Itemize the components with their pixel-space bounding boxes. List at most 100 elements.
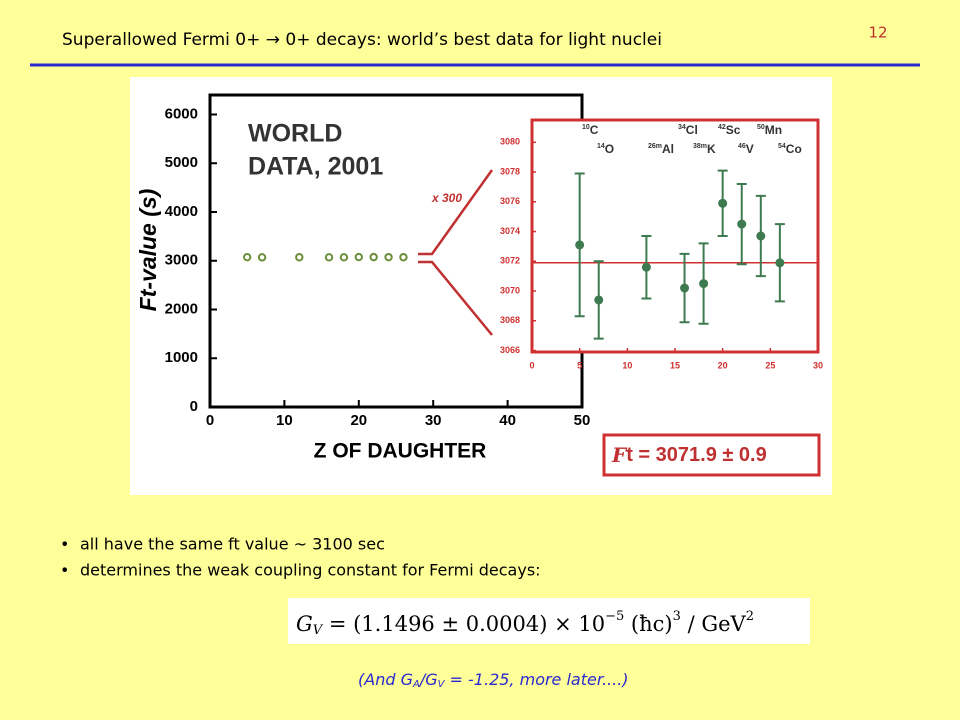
y-tick-label: 3066 — [500, 345, 520, 355]
data-point — [641, 262, 651, 272]
nuclide-symbol: C — [590, 123, 599, 137]
y-tick-label: 3078 — [500, 166, 520, 176]
nuclide-mass: 50 — [757, 124, 765, 131]
page-number: 12 — [868, 24, 887, 42]
data-point — [257, 253, 267, 262]
eq-part: = (1.1496 ± 0.0004) × 10 — [322, 612, 605, 636]
nuclide-mass: 38m — [693, 143, 707, 150]
data-point — [594, 295, 604, 305]
x-tick-label: 5 — [577, 360, 582, 370]
x-tick-label: 50 — [574, 412, 591, 429]
nuclide-label: 50Mn — [757, 123, 782, 137]
nuclide-mass: 46 — [738, 143, 746, 150]
y-tick-label: 3068 — [500, 315, 520, 325]
eq-part: 2 — [746, 609, 754, 624]
y-axis-label: Ft-value (s) — [135, 189, 161, 312]
fan-line — [418, 260, 493, 336]
eq-part: 3 — [673, 609, 681, 624]
data-point — [324, 253, 334, 262]
nuclide-label: 14O — [597, 142, 614, 156]
x-tick-label: 30 — [813, 360, 823, 370]
nuclide-symbol: Sc — [726, 123, 741, 137]
annotation: DATA, 2001 — [248, 153, 383, 181]
nuclide-symbol: Co — [786, 142, 802, 156]
nuclide-symbol: K — [707, 142, 716, 156]
nuclide-symbol: O — [605, 142, 614, 156]
result-text: t = 3071.9 ± 0.9 — [626, 444, 767, 466]
y-tick-label: 2000 — [165, 300, 198, 317]
result-symbol: F — [611, 443, 628, 467]
note-part: /G — [418, 670, 438, 689]
x-tick-label: 0 — [529, 360, 534, 370]
data-point — [243, 252, 252, 262]
nuclide-mass: 26m — [648, 143, 662, 150]
result-box — [602, 433, 821, 477]
note-part: V — [438, 679, 446, 690]
note-part: = -1.25, more later....) — [444, 670, 628, 689]
note-part: (And G — [358, 670, 413, 689]
nuclide-mass: 54 — [778, 143, 786, 150]
x-tick-label: 20 — [718, 360, 728, 370]
x-axis-label: Z OF DAUGHTER — [314, 440, 487, 463]
data-point — [737, 219, 747, 229]
bullet: determines the weak coupling constant fo… — [80, 561, 541, 580]
annotation: x 300 — [431, 191, 462, 205]
nuclide-symbol: Al — [662, 142, 674, 156]
bullet: all have the same ft value ~ 3100 sec — [80, 535, 385, 554]
data-point — [680, 283, 690, 293]
data-point — [295, 253, 304, 262]
x-tick-label: 10 — [276, 412, 293, 429]
data-point — [384, 252, 393, 262]
nuclide-label: 10C — [582, 123, 599, 137]
y-tick-label: 5000 — [165, 154, 198, 171]
x-tick-label: 25 — [765, 360, 775, 370]
x-tick-label: 40 — [499, 412, 516, 429]
y-tick-label: 3080 — [500, 137, 520, 147]
nuclide-mass: 42 — [718, 124, 726, 131]
eq-part: / GeV — [681, 612, 747, 636]
ratio-note: (And GA/GV = -1.25, more later....) — [358, 670, 629, 691]
y-tick-label: 1000 — [165, 349, 198, 366]
x-tick-label: 15 — [670, 360, 680, 370]
y-tick-label: 3074 — [500, 226, 520, 236]
data-point — [339, 253, 349, 262]
note-part: A — [412, 679, 420, 690]
y-tick-label: 3070 — [500, 285, 520, 295]
y-tick-label: 0 — [190, 398, 198, 415]
slide-title: Superallowed Fermi 0+ → 0+ decays: world… — [62, 30, 662, 50]
bullet-mark: • — [60, 561, 69, 580]
eq-part: (ħc) — [624, 612, 672, 636]
fan-line — [418, 169, 494, 256]
result: Ft = 3071.9 ± 0.9 — [611, 443, 767, 467]
nuclide-label: 54Co — [778, 142, 802, 156]
data-point — [399, 253, 408, 262]
nuclide-label: 38mK — [693, 142, 716, 156]
nuclide-mass: 10 — [582, 124, 590, 131]
x-tick-label: 20 — [350, 412, 367, 429]
y-tick-label: 3000 — [165, 252, 198, 269]
data-point — [775, 258, 785, 268]
eq-part: V — [313, 623, 324, 638]
bullet-mark: • — [60, 535, 69, 554]
eq-part: −5 — [605, 609, 624, 624]
eq-part: G — [296, 612, 313, 636]
y-tick-label: 3072 — [500, 256, 520, 266]
data-point — [369, 252, 378, 262]
y-tick-label: 6000 — [165, 105, 198, 122]
y-tick-label: 3076 — [500, 196, 520, 206]
nuclide-label: 42Sc — [718, 123, 741, 137]
nuclide-label: 46V — [738, 142, 754, 156]
nuclide-mass: 14 — [597, 143, 605, 150]
nuclide-symbol: Cl — [686, 123, 698, 137]
equation: GV = (1.1496 ± 0.0004) × 10−5 (ħc)3 / Ge… — [296, 609, 754, 638]
nuclide-mass: 34 — [678, 124, 686, 131]
nuclide-symbol: Mn — [765, 123, 782, 137]
x-tick-label: 10 — [622, 360, 632, 370]
equation-box — [288, 598, 810, 644]
data-point — [699, 279, 709, 289]
x-tick-label: 30 — [425, 412, 442, 429]
nuclide-label: 26mAl — [648, 142, 674, 156]
